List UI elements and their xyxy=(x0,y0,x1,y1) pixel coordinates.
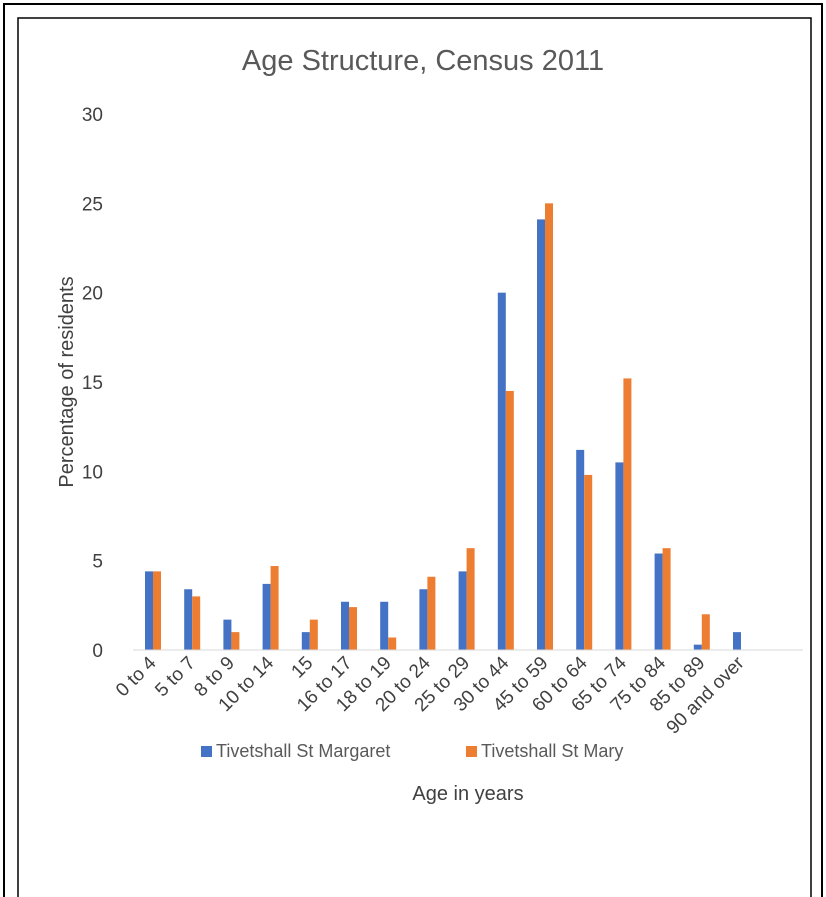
y-tick-label: 20 xyxy=(82,284,103,305)
bar-st-margaret xyxy=(733,632,741,650)
bar-st-mary xyxy=(466,548,475,650)
bar-st-mary xyxy=(388,637,397,650)
bar-st-margaret xyxy=(576,449,585,650)
bar-st-margaret xyxy=(341,601,349,650)
bar-st-margaret xyxy=(615,462,624,650)
bar-st-margaret xyxy=(223,619,232,650)
bar-st-margaret xyxy=(301,632,310,650)
bar-st-mary xyxy=(349,607,357,650)
x-tick-label: 5 to 7 xyxy=(151,653,199,701)
y-tick-label: 5 xyxy=(92,552,103,573)
bar-st-margaret xyxy=(419,589,428,650)
bar-st-mary xyxy=(309,619,318,650)
x-tick-label: 0 to 4 xyxy=(112,652,161,701)
bar-st-mary xyxy=(701,614,710,650)
y-tick-label: 25 xyxy=(82,194,103,215)
legend-swatch-st-margaret xyxy=(201,746,212,757)
bar-st-mary xyxy=(192,596,201,650)
x-axis-title: Age in years xyxy=(412,783,523,805)
bar-st-mary xyxy=(505,390,514,650)
chart-card-border xyxy=(17,17,812,897)
y-tick-label: 0 xyxy=(92,641,103,662)
legend-label-st-margaret: Tivetshall St Margaret xyxy=(216,741,390,761)
bar-st-margaret xyxy=(497,292,506,650)
bar-st-mary xyxy=(427,576,436,650)
bar-st-margaret xyxy=(537,219,545,650)
bar-st-margaret xyxy=(693,644,702,650)
bar-st-margaret xyxy=(654,553,663,650)
bar-st-mary xyxy=(623,378,632,650)
legend-label-st-mary: Tivetshall St Mary xyxy=(481,741,623,761)
y-tick-label: 10 xyxy=(82,462,103,483)
bars xyxy=(145,203,741,651)
legend: Tivetshall St Margaret Tivetshall St Mar… xyxy=(201,741,623,761)
bar-st-mary xyxy=(545,203,553,651)
bar-st-margaret xyxy=(262,583,271,650)
bar-st-margaret xyxy=(145,571,153,650)
chart-border xyxy=(3,3,823,897)
y-axis-title: Percentage of residents xyxy=(56,276,78,487)
bar-st-margaret xyxy=(184,589,193,650)
bar-st-margaret xyxy=(458,571,467,650)
bar-st-mary xyxy=(153,571,161,650)
chart-title: Age Structure, Census 2011 xyxy=(242,45,604,77)
y-tick-label: 15 xyxy=(82,373,103,394)
y-axis-ticks: 0 5 10 15 20 25 30 xyxy=(82,105,103,662)
bar-st-mary xyxy=(662,548,671,650)
bar-st-mary xyxy=(270,566,279,650)
y-tick-label: 30 xyxy=(82,105,103,126)
x-tick-label: 15 xyxy=(288,653,318,683)
bar-st-mary xyxy=(584,474,593,650)
legend-swatch-st-mary xyxy=(466,746,477,757)
bar-st-margaret xyxy=(380,601,389,650)
bar-st-mary xyxy=(231,632,240,650)
